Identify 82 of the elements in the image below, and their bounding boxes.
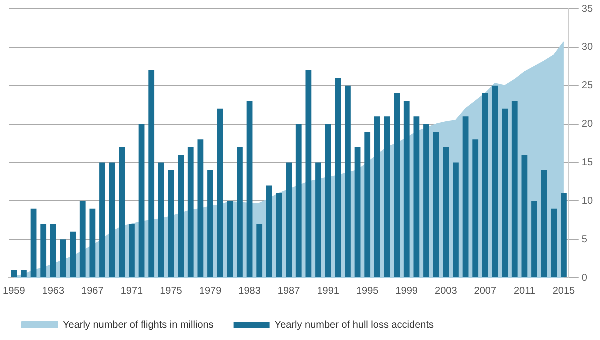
bar <box>129 224 135 278</box>
legend-label: Yearly number of hull loss accidents <box>274 320 434 331</box>
x-tick-label: 2015 <box>552 286 576 297</box>
y-tick-label: 0 <box>582 272 588 284</box>
bar <box>433 132 440 278</box>
bar <box>109 162 116 278</box>
x-tick-label: 1991 <box>317 286 340 297</box>
legend-label: Yearly number of flights in millions <box>63 320 214 331</box>
bar <box>296 124 302 278</box>
bar <box>208 170 214 278</box>
bar <box>11 270 18 278</box>
bar <box>443 147 450 278</box>
bar <box>384 116 390 278</box>
bar <box>100 162 106 278</box>
bar <box>50 224 56 278</box>
bar <box>532 201 538 278</box>
bar <box>227 201 234 278</box>
bar <box>90 208 96 278</box>
bar <box>462 116 469 278</box>
bar <box>119 147 126 278</box>
bar <box>325 124 332 278</box>
bar <box>178 155 184 278</box>
x-tick-label: 1975 <box>160 286 183 297</box>
bar <box>404 101 410 278</box>
bar <box>30 208 37 278</box>
x-tick-label: 1971 <box>120 286 144 297</box>
y-tick-label: 30 <box>582 42 594 54</box>
bar <box>158 162 164 278</box>
bar <box>394 94 400 278</box>
x-tick-label: 1983 <box>238 286 262 297</box>
bar <box>472 140 479 278</box>
bar <box>551 208 558 278</box>
x-tick-label: 2007 <box>474 286 497 297</box>
bar <box>364 132 371 278</box>
bar <box>246 101 253 278</box>
bar <box>522 155 528 278</box>
bar <box>148 70 155 278</box>
y-tick-label: 25 <box>582 80 594 92</box>
y-tick-label: 35 <box>582 4 594 15</box>
bar <box>198 140 204 278</box>
bar <box>482 94 488 278</box>
bar <box>40 224 47 278</box>
y-tick-label: 10 <box>582 196 594 207</box>
bar <box>561 193 567 278</box>
bar <box>217 108 224 278</box>
bar <box>316 162 322 278</box>
bar <box>276 193 282 278</box>
bar <box>237 147 243 278</box>
bar <box>286 162 292 278</box>
bar <box>502 108 508 278</box>
x-tick-label: 1987 <box>278 286 301 297</box>
y-tick-label: 15 <box>582 157 594 168</box>
bar <box>335 78 342 278</box>
bar <box>168 170 174 278</box>
bar <box>414 116 420 278</box>
bar <box>21 270 27 278</box>
bar <box>354 147 361 278</box>
bar <box>60 240 66 278</box>
bar <box>80 201 86 278</box>
bar <box>374 116 380 278</box>
x-tick-label: 2011 <box>514 286 536 297</box>
bar <box>492 86 498 278</box>
bar <box>512 101 518 278</box>
x-tick-label: 1979 <box>199 286 222 297</box>
y-tick-label: 20 <box>582 119 594 130</box>
bar <box>266 186 272 278</box>
bar <box>306 70 312 278</box>
bar <box>541 170 548 278</box>
bar <box>453 162 459 278</box>
bar <box>70 232 76 278</box>
bar <box>138 124 145 278</box>
x-tick-label: 1999 <box>396 286 418 297</box>
x-tick-label: 1963 <box>42 286 65 297</box>
x-tick-label: 1967 <box>82 286 104 297</box>
bar <box>256 224 263 278</box>
bar <box>188 147 194 278</box>
x-tick-label: 1959 <box>3 286 26 297</box>
bar <box>424 124 430 278</box>
x-tick-label: 2003 <box>435 286 458 297</box>
bar <box>345 86 351 278</box>
x-tick-label: 1995 <box>356 286 380 297</box>
y-tick-label: 5 <box>582 234 588 246</box>
